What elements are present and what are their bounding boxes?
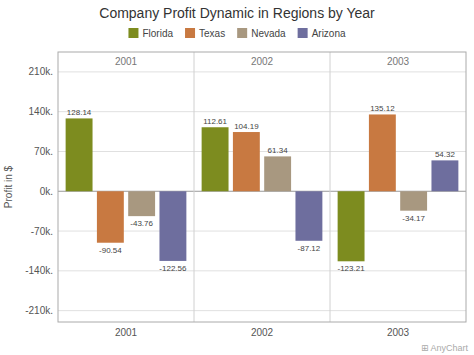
chart: Company Profit Dynamic in Regions by Yea…	[0, 0, 474, 355]
bar	[66, 118, 93, 191]
legend-label: Florida	[142, 28, 173, 39]
data-label: 61.34	[268, 146, 289, 155]
legend-item: Nevada	[237, 28, 286, 39]
legend-label: Texas	[199, 28, 225, 39]
bar	[431, 160, 458, 191]
legend: Florida Texas Nevada Arizona	[128, 28, 346, 39]
background	[0, 0, 474, 355]
legend-swatch	[185, 28, 195, 38]
bar	[295, 191, 322, 241]
bar	[400, 191, 427, 210]
legend-swatch	[237, 28, 247, 38]
legend-item: Texas	[185, 28, 225, 39]
group-divider	[194, 52, 195, 322]
bar	[264, 156, 291, 191]
data-label: -90.54	[99, 246, 122, 255]
legend-item: Florida	[128, 28, 173, 39]
group-label: 2001	[115, 56, 138, 67]
data-label: 104.19	[234, 122, 259, 131]
grid-line	[58, 111, 466, 112]
legend-label: Nevada	[251, 28, 286, 39]
bar	[128, 191, 155, 216]
data-label: -34.17	[402, 214, 425, 223]
group-label: 2002	[251, 56, 274, 67]
plot-frame	[58, 52, 466, 322]
legend-swatch	[128, 28, 138, 38]
group-divider	[330, 52, 331, 322]
grid-line	[58, 310, 466, 311]
x-tick-label: 2003	[387, 327, 410, 338]
data-label: 112.61	[203, 117, 227, 126]
legend-swatch	[298, 28, 308, 38]
y-tick-label: 0k.	[40, 186, 53, 197]
y-tick-label: 210k.	[29, 66, 53, 77]
bars	[66, 114, 459, 261]
legend-label: Arizona	[312, 28, 346, 39]
y-tick-label: 70k.	[34, 146, 53, 157]
x-tick-label: 2001	[115, 327, 138, 338]
title: Company Profit Dynamic in Regions by Yea…	[99, 5, 375, 21]
y-tick-label: -140k.	[25, 265, 53, 276]
bar	[338, 191, 365, 261]
y-tick-label: -210k.	[25, 305, 53, 316]
y-axis-label: Profit in $	[3, 165, 14, 208]
legend-item: Arizona	[298, 28, 346, 39]
data-label: -122.56	[159, 264, 187, 273]
y-tick-label: -70k.	[31, 226, 53, 237]
data-label: -87.12	[298, 244, 321, 253]
bar	[159, 191, 186, 261]
data-label: 135.12	[370, 104, 395, 113]
y-tick-label: 140k.	[29, 106, 53, 117]
annotation: ⊞ AnyChart	[421, 343, 469, 353]
data-label: 128.14	[67, 108, 92, 117]
x-tick-label: 2002	[251, 327, 274, 338]
bar	[369, 114, 396, 191]
bar	[202, 127, 229, 191]
bar	[97, 191, 124, 242]
grid-line	[58, 151, 466, 152]
data-label: 54.32	[435, 150, 456, 159]
data-label: -123.21	[338, 264, 366, 273]
bar	[233, 132, 260, 191]
grid-line	[58, 270, 466, 271]
grid-line	[58, 71, 466, 72]
data-label: -43.76	[130, 219, 153, 228]
data-labels: 128.14 112.61 -123.21 -90.54 104.19 135.12 -43…	[67, 104, 456, 273]
group-label: 2003	[387, 56, 410, 67]
